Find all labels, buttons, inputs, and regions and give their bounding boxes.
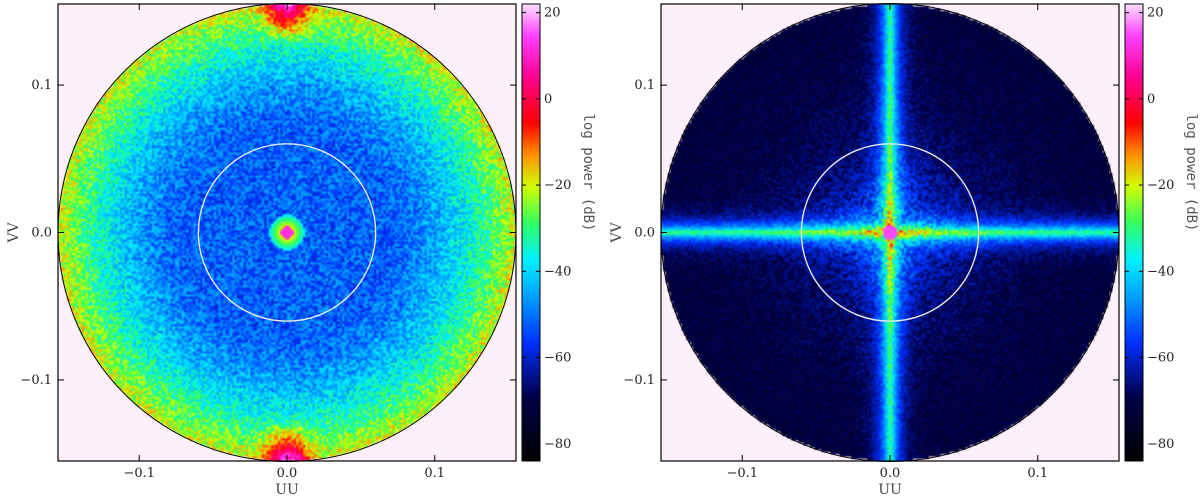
colorbar-tick-label: 20 <box>544 6 561 21</box>
y-tick-label: 0.1 <box>31 78 52 93</box>
colorbar-tick-label: −80 <box>1147 437 1174 452</box>
y-axis-label: VV <box>6 222 22 244</box>
reference-circle <box>197 143 377 322</box>
power-disk <box>58 4 516 461</box>
y-tick-label: −0.1 <box>20 373 52 388</box>
y-tick-label: −0.1 <box>623 373 655 388</box>
reference-circle <box>800 143 980 322</box>
x-tick-label: 0.0 <box>277 466 298 481</box>
colorbar-tick-label: −60 <box>544 351 571 366</box>
colorbar-gradient <box>521 3 541 462</box>
x-tick-label: −0.1 <box>123 466 155 481</box>
y-tick-label: 0.1 <box>634 78 655 93</box>
y-tick-label: 0.0 <box>31 226 52 241</box>
x-tick-label: 0.1 <box>1027 466 1048 481</box>
colorbar-gradient <box>1124 3 1144 462</box>
colorbar-tick-label: −80 <box>544 437 571 452</box>
y-tick-label: 0.0 <box>634 226 655 241</box>
colorbar-tick-label: 20 <box>1147 6 1164 21</box>
x-tick-label: 0.1 <box>424 466 445 481</box>
colorbar: 20 0 −20 −40 −60 −80 log power (dB) <box>1124 3 1199 462</box>
colorbar-label: log power (dB) <box>580 113 596 231</box>
colorbar-tick-label: −20 <box>544 178 571 193</box>
x-axis-label: UU <box>878 482 902 498</box>
colorbar-label: log power (dB) <box>1183 113 1199 231</box>
x-tick-label: 0.0 <box>880 466 901 481</box>
power-disk <box>661 4 1119 461</box>
colorbar-tick-label: 0 <box>544 92 552 107</box>
colorbar-tick-label: −60 <box>1147 351 1174 366</box>
panel-1: −0.1 0.0 0.1 −0.1 0.0 0.1 UU VV 20 0 −20 −40 −60 −80 l… <box>6 3 596 498</box>
colorbar-tick-label: −40 <box>544 264 571 279</box>
x-tick-label: −0.1 <box>726 466 758 481</box>
colorbar-tick-label: −20 <box>1147 178 1174 193</box>
colorbar-tick-label: 0 <box>1147 92 1155 107</box>
colorbar-tick-label: −40 <box>1147 264 1174 279</box>
panel-2: −0.1 0.0 0.1 −0.1 0.0 0.1 UU VV 20 0 −20 −40 −60 −80 l… <box>609 3 1199 498</box>
colorbar: 20 0 −20 −40 −60 −80 log power (dB) <box>521 3 596 462</box>
y-axis-label: VV <box>609 222 625 244</box>
x-axis-label: UU <box>275 482 299 498</box>
